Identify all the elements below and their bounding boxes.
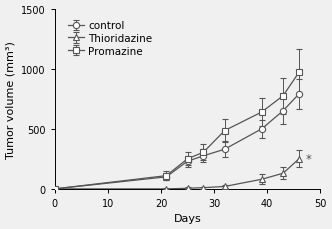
Text: *: *	[305, 152, 311, 165]
Y-axis label: Tumor volume (mm³): Tumor volume (mm³)	[6, 41, 16, 158]
Legend: control, Thioridazine, Promazine: control, Thioridazine, Promazine	[65, 18, 155, 60]
X-axis label: Days: Days	[174, 213, 202, 224]
